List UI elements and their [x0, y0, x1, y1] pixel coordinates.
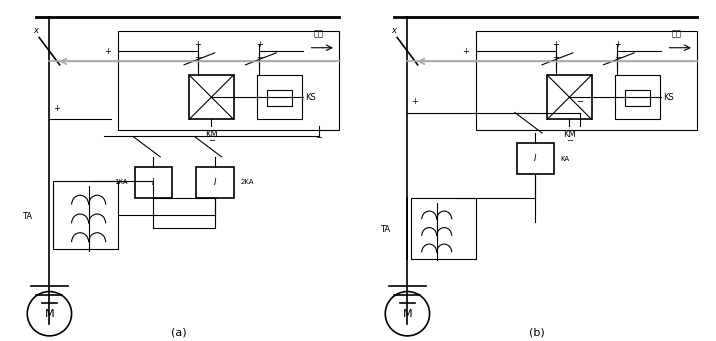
Text: +: +: [614, 40, 621, 49]
Bar: [267, 90, 292, 106]
Bar: [475, 31, 697, 130]
Text: +: +: [104, 47, 111, 56]
Text: 2KA: 2KA: [241, 179, 254, 186]
Bar: [616, 75, 659, 119]
Bar: [196, 167, 233, 198]
Text: +: +: [194, 40, 201, 49]
Text: TA: TA: [22, 212, 32, 221]
Bar: [411, 198, 475, 259]
Text: −: −: [315, 133, 322, 142]
Bar: [117, 31, 339, 130]
Text: I: I: [153, 178, 155, 187]
Text: +: +: [552, 40, 559, 49]
Text: M: M: [44, 309, 54, 319]
Text: KM: KM: [205, 130, 218, 138]
Text: 信号: 信号: [314, 30, 324, 39]
Text: −: −: [194, 54, 201, 62]
Text: −: −: [566, 136, 573, 145]
Text: +: +: [462, 47, 469, 56]
Text: TA: TA: [380, 225, 390, 234]
Bar: [53, 181, 117, 249]
Text: 1KA: 1KA: [115, 179, 128, 186]
Text: KS: KS: [305, 93, 316, 102]
Bar: [135, 167, 172, 198]
Text: KA: KA: [561, 155, 570, 162]
Text: M: M: [402, 309, 412, 319]
Text: −: −: [208, 136, 215, 145]
Bar: [547, 75, 591, 119]
Text: KS: KS: [663, 93, 674, 102]
Text: 信号: 信号: [672, 30, 682, 39]
Text: I: I: [213, 178, 216, 187]
Text: −: −: [256, 54, 263, 62]
Text: −: −: [576, 97, 583, 106]
Bar: [258, 75, 301, 119]
Text: KM: KM: [563, 130, 576, 138]
Bar: [625, 90, 650, 106]
Bar: [189, 75, 233, 119]
Text: +: +: [411, 97, 417, 106]
Text: +: +: [256, 40, 263, 49]
Text: x: x: [391, 26, 396, 35]
Bar: [516, 143, 554, 174]
Text: (a): (a): [171, 328, 187, 338]
Text: x: x: [33, 26, 38, 35]
Text: (b): (b): [529, 328, 545, 338]
Text: −: −: [614, 54, 621, 62]
Text: I: I: [534, 154, 536, 163]
Text: −: −: [552, 54, 559, 62]
Text: +: +: [53, 104, 59, 113]
